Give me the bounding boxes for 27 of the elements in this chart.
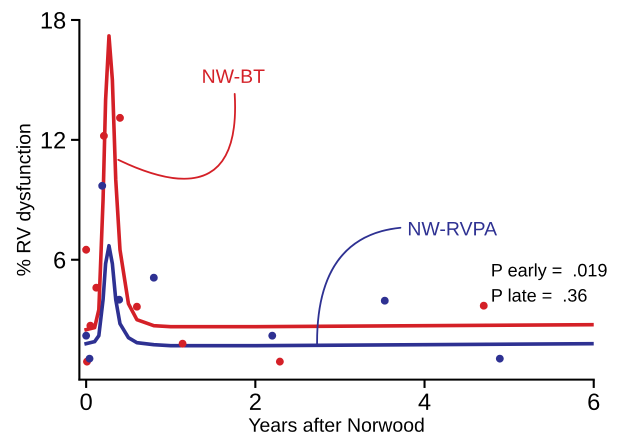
annotation: NW-BT [203,70,265,83]
point [98,182,106,190]
y-axis-title: % RV dysfunction [16,124,34,276]
x-tick-label: 4 [418,394,430,410]
point [116,114,124,122]
x-tick-label: 0 [80,393,92,410]
x-tick-label: 6 [588,393,600,410]
point [100,132,108,140]
y-tick-label: 18 [42,12,66,29]
y-tick-label: 12 [42,132,65,148]
point [268,332,276,340]
y-tick-label: 6 [54,252,66,269]
point [276,358,284,366]
annotation: P late = .36 [492,288,587,302]
point [496,354,504,363]
point [132,302,141,311]
point [178,340,187,348]
point [150,274,158,282]
point [82,246,90,254]
point [82,332,90,340]
point [86,354,94,363]
point [480,302,488,310]
x-tick-label: 2 [250,393,261,410]
annotation: P early = .019 [492,263,607,280]
point [380,296,389,305]
x-axis-title: Years after Norwood [248,418,424,432]
annotation: NW-RVPA [408,222,498,236]
